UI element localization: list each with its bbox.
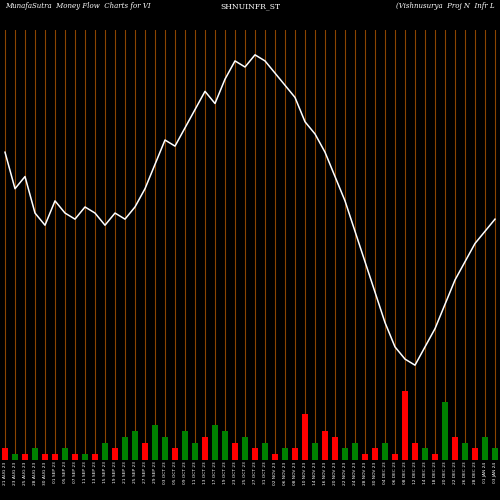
Bar xyxy=(382,442,388,460)
Bar xyxy=(92,454,98,460)
Bar xyxy=(102,442,108,460)
Bar xyxy=(452,437,458,460)
Bar xyxy=(202,437,208,460)
Bar xyxy=(72,454,78,460)
Bar xyxy=(272,454,278,460)
Bar xyxy=(422,448,428,460)
Bar xyxy=(172,448,178,460)
Bar xyxy=(412,442,418,460)
Bar xyxy=(112,448,118,460)
Bar xyxy=(372,448,378,460)
Bar xyxy=(252,448,258,460)
Bar xyxy=(212,426,218,460)
Bar xyxy=(332,437,338,460)
Text: (Vishnusurya  Proj N  Infr L: (Vishnusurya Proj N Infr L xyxy=(396,2,495,10)
Bar xyxy=(152,426,158,460)
Bar xyxy=(322,431,328,460)
Bar xyxy=(462,442,468,460)
Bar xyxy=(132,431,138,460)
Text: SHNUINFR_ST: SHNUINFR_ST xyxy=(220,2,280,10)
Bar xyxy=(312,442,318,460)
Bar xyxy=(482,437,488,460)
Bar xyxy=(392,454,398,460)
Bar xyxy=(362,454,368,460)
Bar xyxy=(52,454,58,460)
Bar xyxy=(352,442,358,460)
Bar xyxy=(142,442,148,460)
Bar xyxy=(182,431,188,460)
Bar xyxy=(302,414,308,460)
Bar xyxy=(82,454,88,460)
Text: MunafaSutra  Money Flow  Charts for VI: MunafaSutra Money Flow Charts for VI xyxy=(5,2,150,10)
Bar xyxy=(122,437,128,460)
Bar xyxy=(282,448,288,460)
Bar xyxy=(442,402,448,460)
Bar xyxy=(492,448,498,460)
Bar xyxy=(162,437,168,460)
Bar xyxy=(292,448,298,460)
Bar xyxy=(22,454,28,460)
Bar xyxy=(432,454,438,460)
Bar xyxy=(402,391,408,460)
Bar xyxy=(242,437,248,460)
Bar xyxy=(192,442,198,460)
Bar xyxy=(12,454,18,460)
Bar xyxy=(472,448,478,460)
Bar xyxy=(62,448,68,460)
Bar xyxy=(222,431,228,460)
Bar xyxy=(2,448,8,460)
Bar xyxy=(232,442,238,460)
Bar xyxy=(342,448,348,460)
Bar xyxy=(32,448,38,460)
Bar xyxy=(262,442,268,460)
Bar xyxy=(42,454,48,460)
